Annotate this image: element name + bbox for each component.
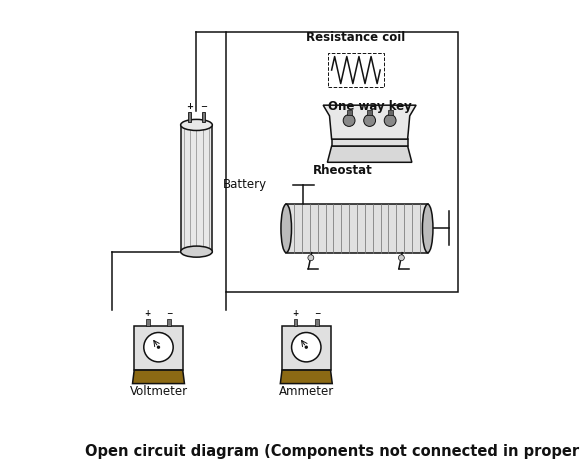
Ellipse shape [281,204,292,252]
Text: −: − [200,102,207,111]
Polygon shape [132,370,184,384]
Text: +: + [145,309,151,318]
Circle shape [398,255,405,261]
Polygon shape [328,146,412,162]
Bar [167,319,171,326]
Circle shape [343,115,355,126]
Circle shape [144,332,173,362]
Bar [346,110,352,115]
Circle shape [364,115,375,126]
Bar [294,319,297,326]
Bar [315,319,319,326]
Text: One way key: One way key [328,100,412,112]
PathPatch shape [323,105,416,139]
Text: Voltmeter: Voltmeter [129,385,188,398]
Text: +: + [293,309,298,318]
Ellipse shape [181,246,212,257]
Circle shape [157,346,160,349]
Bar [328,53,384,87]
Polygon shape [282,326,331,370]
Circle shape [308,255,314,261]
Text: +: + [186,102,193,111]
Text: Resistance coil: Resistance coil [306,31,406,44]
Bar [367,110,372,115]
Polygon shape [181,125,212,252]
Bar [226,32,458,292]
Text: −: − [166,309,173,318]
Bar [388,110,393,115]
Text: Rheostat: Rheostat [313,164,373,177]
Bar [286,204,428,252]
Circle shape [292,332,321,362]
Ellipse shape [181,119,212,130]
Text: Battery: Battery [223,178,267,190]
Ellipse shape [423,204,433,252]
Text: −: − [314,309,320,318]
Text: Open circuit diagram (Components not connected in proper order).: Open circuit diagram (Components not con… [85,444,583,459]
Bar [332,139,408,146]
Bar [146,319,150,326]
Polygon shape [134,326,182,370]
Circle shape [304,346,308,349]
Polygon shape [280,370,332,384]
Text: Ammeter: Ammeter [279,385,334,398]
Circle shape [384,115,396,126]
Bar [188,112,191,122]
Bar [202,112,205,122]
